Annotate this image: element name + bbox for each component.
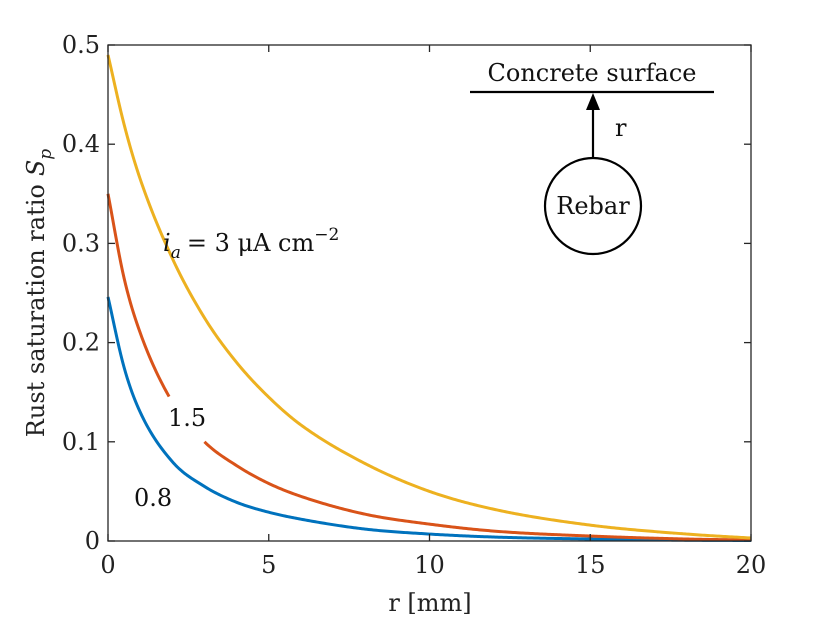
distance-label: r (615, 114, 627, 142)
series-label-3-text: = 3 μA cm (187, 229, 315, 257)
x-tick-label-0: 0 (100, 551, 115, 579)
y-axis-label-symbol: S (22, 160, 50, 176)
distance-arrow-head (586, 93, 600, 110)
rebar-label: Rebar (556, 192, 630, 220)
series-label-3: ia = 3 μA cm−2 (163, 225, 339, 263)
concrete-surface-label: Concrete surface (488, 59, 697, 87)
y-tick-label-0: 0 (85, 527, 100, 555)
y-tick-label-0.5: 0.5 (62, 31, 100, 59)
series-label-0.8: 0.8 (134, 484, 172, 512)
y-tick-label-0.3: 0.3 (62, 229, 100, 257)
rebar-circle (543, 156, 643, 256)
series-line-1.5-part-2 (203, 440, 752, 542)
inset-schematic: Concrete surface r Rebar (470, 59, 714, 256)
series-label-3-prefix: i (163, 229, 171, 257)
series-line-3 (106, 54, 752, 540)
y-axis-label: Rust saturation ratio Sp (22, 149, 56, 437)
x-tick-label-20: 20 (736, 551, 767, 579)
series-line-1.5-part-1 (106, 193, 171, 398)
x-axis-label: r [mm] (388, 589, 471, 617)
y-axis-label-text: Rust saturation ratio (22, 184, 50, 437)
x-tick-label-15: 15 (575, 551, 606, 579)
series-label-3-subscript: a (171, 243, 181, 263)
y-tick-label-0.2: 0.2 (62, 329, 100, 357)
y-axis-label-subscript: p (36, 149, 56, 160)
series-label-3-superscript: −2 (314, 225, 339, 245)
x-tick-label-10: 10 (414, 551, 445, 579)
y-tick-label-0.1: 0.1 (62, 428, 100, 456)
series-label-1.5: 1.5 (168, 404, 206, 432)
x-tick-label-5: 5 (261, 551, 276, 579)
tick-layer: 0 5 10 15 20 0 0.1 0.2 0.3 0.4 0.5 (62, 31, 766, 579)
y-tick-label-0.4: 0.4 (62, 130, 100, 158)
